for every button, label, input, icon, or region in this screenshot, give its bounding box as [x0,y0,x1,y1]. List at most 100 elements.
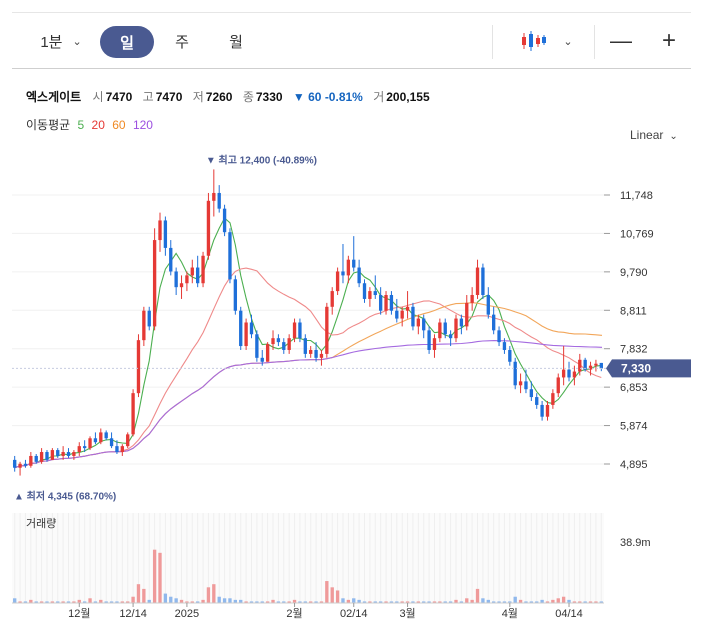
candle-body [357,267,361,284]
candle [588,361,593,376]
candle [56,448,60,458]
volume-bar [529,601,534,603]
candle-body [540,404,544,417]
candle-body [470,295,474,303]
candle-body [583,359,587,370]
volume-bar [443,601,447,603]
candle-body [384,295,388,311]
price-tick-label: 9,790 [620,267,648,279]
current-price-label: 7,330 [621,361,651,375]
volume-bar [378,601,383,603]
ma5-label: 5 [77,118,85,132]
candle [228,228,232,284]
volume-bar [239,599,243,603]
volume-bar [147,599,151,603]
candle-body [335,271,340,292]
volume-bar [142,588,146,603]
volume-bar [492,601,496,603]
candle-body [422,318,426,331]
volume-bar [438,601,442,603]
volume-label: 거 [373,90,385,104]
candle [411,302,415,331]
candle-body [142,310,146,341]
volume-bar [190,601,194,603]
candle-body [594,363,598,366]
volume-bar [362,601,367,603]
volume-bar [206,587,211,603]
volume-bar [400,601,404,603]
candle [292,318,297,343]
volume-bar [136,584,141,603]
candle [190,259,194,284]
candle [158,212,162,252]
volume-bar [475,588,480,603]
volume-bar [556,598,560,603]
candle-body [486,295,490,315]
candle-body [325,306,329,354]
candle-body [72,452,76,456]
candle [357,259,361,288]
candle [61,446,65,460]
candle [335,267,340,296]
candle [72,450,76,460]
candle [34,453,38,464]
candle-body [233,279,238,311]
volume-bar [416,601,420,603]
chart-toolbar: 1분 ⌄ 일 주 월 ⌄ — + [12,12,691,69]
time-tick-label: 2025 [175,608,199,620]
candle-body [39,452,44,462]
candle [45,450,49,462]
volume-bar [325,581,329,603]
volume-bar [561,596,566,603]
candle-body [572,371,577,378]
tab-month[interactable]: 월 [229,33,243,51]
volume-bar [131,596,135,603]
volume-bar [373,601,377,603]
candle-body [282,342,286,350]
volume-bar [352,598,356,603]
candle-body [330,291,334,307]
scale-dropdown[interactable]: Linear ⌄ [630,128,678,142]
candle [222,204,227,237]
candle-body [185,275,189,284]
candle [454,314,458,343]
candle-body [567,369,571,378]
candle-body [99,432,103,443]
zoom-out-button[interactable]: — [610,28,632,53]
candle [309,346,313,358]
candle-body [352,259,356,268]
candle [233,275,238,315]
candle [438,318,442,343]
volume-panel: 거래량 38.9m [12,513,651,603]
candle-body [287,338,291,350]
candle [540,400,544,421]
candle [174,267,178,296]
chart-type-dropdown[interactable]: ⌄ [502,13,592,69]
candle [179,275,184,299]
candle-body [18,463,22,468]
time-tick-label: 3월 [399,607,415,620]
candle [77,442,81,456]
candle [99,428,103,445]
candle-body [545,404,550,417]
candle [185,271,189,292]
tab-week[interactable]: 주 [175,33,189,51]
candle-body [416,318,420,327]
volume-bar [185,601,189,603]
candle-body [292,322,297,339]
volume-bar [502,601,507,603]
volume-bar [29,599,33,603]
open-value: 7470 [105,90,133,104]
moving-average-legend[interactable]: 이동평균 5 20 60 120 [26,116,157,133]
candle [572,365,577,386]
candle [368,287,372,307]
volume-title: 거래량 [26,517,56,530]
time-tick-label: 2월 [286,607,302,620]
candle [556,373,560,398]
tab-day[interactable]: 일 [100,26,154,58]
zoom-in-button[interactable]: + [661,27,676,54]
candle [518,373,523,394]
ma-legend-label: 이동평균 [26,118,71,132]
interval-dropdown[interactable]: 1분 ⌄ [26,13,96,69]
